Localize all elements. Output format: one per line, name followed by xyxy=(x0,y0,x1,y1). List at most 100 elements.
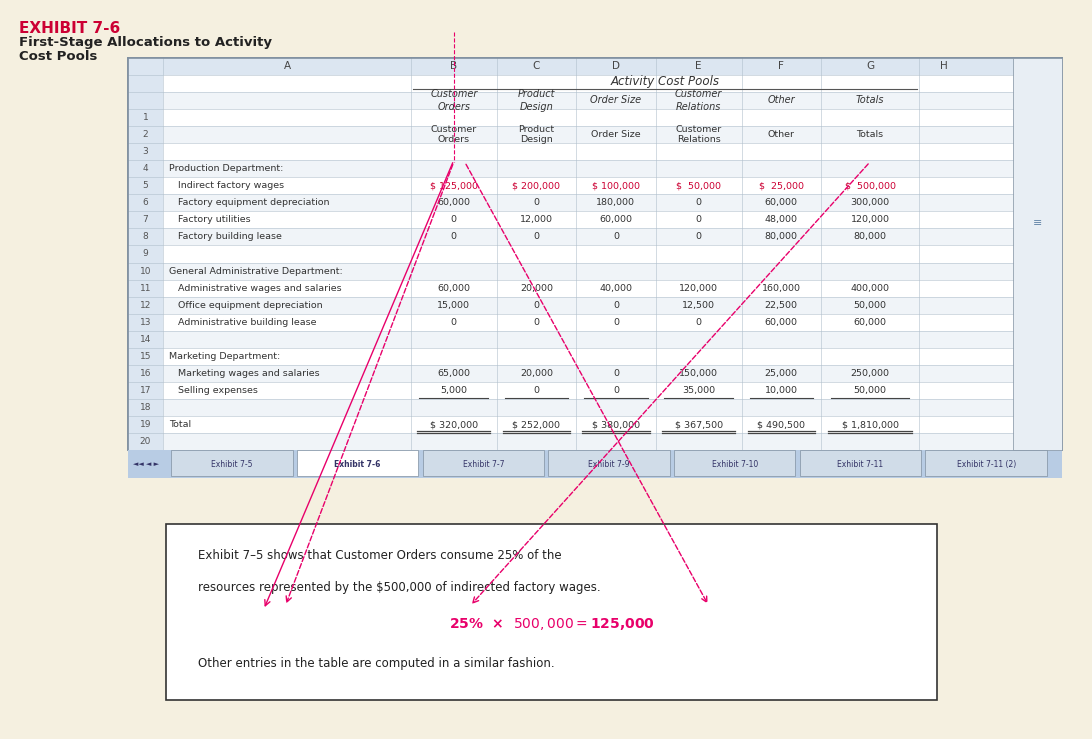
Bar xyxy=(128,450,1063,478)
Text: 2: 2 xyxy=(143,130,149,139)
Text: Customer
Orders: Customer Orders xyxy=(430,89,477,112)
Text: 80,000: 80,000 xyxy=(764,233,798,242)
Text: 120,000: 120,000 xyxy=(679,284,719,293)
FancyBboxPatch shape xyxy=(166,523,937,700)
Text: resources represented by the $500,000 of indirected factory wages.: resources represented by the $500,000 of… xyxy=(199,581,601,593)
Bar xyxy=(128,433,1063,450)
Text: Product
Design: Product Design xyxy=(519,125,555,144)
Bar xyxy=(128,348,1063,365)
Text: 0: 0 xyxy=(613,369,619,378)
Text: Factory equipment depreciation: Factory equipment depreciation xyxy=(168,198,329,208)
Text: 25%  ×  $500,000  =  $125,000: 25% × $500,000 = $125,000 xyxy=(449,616,654,633)
Bar xyxy=(128,194,1063,211)
Text: Customer
Relations: Customer Relations xyxy=(676,125,722,144)
Text: 14: 14 xyxy=(140,335,151,344)
Text: Totals: Totals xyxy=(856,130,883,139)
Text: 10: 10 xyxy=(140,267,151,276)
FancyBboxPatch shape xyxy=(799,450,922,476)
Text: Administrative wages and salaries: Administrative wages and salaries xyxy=(168,284,342,293)
Text: 60,000: 60,000 xyxy=(854,318,887,327)
Text: 7: 7 xyxy=(143,215,149,225)
Bar xyxy=(128,296,1063,313)
Bar xyxy=(128,365,1063,382)
FancyBboxPatch shape xyxy=(423,450,544,476)
Text: General Administrative Department:: General Administrative Department: xyxy=(168,267,343,276)
Text: 0: 0 xyxy=(696,215,701,225)
Text: 11: 11 xyxy=(140,284,151,293)
Bar xyxy=(128,143,1063,160)
Text: 22,500: 22,500 xyxy=(764,301,798,310)
Text: 3: 3 xyxy=(143,147,149,156)
Text: 0: 0 xyxy=(696,233,701,242)
Text: D: D xyxy=(612,61,620,72)
Text: 20,000: 20,000 xyxy=(520,369,553,378)
Text: 0: 0 xyxy=(613,233,619,242)
Text: 13: 13 xyxy=(140,318,151,327)
Text: First-Stage Allocations to Activity: First-Stage Allocations to Activity xyxy=(19,35,272,49)
Text: 0: 0 xyxy=(451,215,456,225)
Text: 6: 6 xyxy=(143,198,149,208)
Text: Exhibit 7-10: Exhibit 7-10 xyxy=(712,460,758,469)
Text: 0: 0 xyxy=(534,386,539,395)
Bar xyxy=(128,228,1063,245)
Text: 25,000: 25,000 xyxy=(764,369,798,378)
Text: Factory utilities: Factory utilities xyxy=(168,215,250,225)
Text: 0: 0 xyxy=(613,386,619,395)
Bar xyxy=(128,245,1063,262)
Text: 0: 0 xyxy=(451,318,456,327)
Bar xyxy=(128,331,1063,348)
Text: Other: Other xyxy=(768,130,795,139)
Text: G: G xyxy=(866,61,874,72)
Bar xyxy=(128,279,1063,296)
Text: 60,000: 60,000 xyxy=(764,318,798,327)
Text: 5,000: 5,000 xyxy=(440,386,467,395)
Text: 300,000: 300,000 xyxy=(851,198,890,208)
Text: Product
Design: Product Design xyxy=(518,89,555,112)
Text: 0: 0 xyxy=(613,301,619,310)
Text: Exhibit 7–5 shows that Customer Orders consume 25% of the: Exhibit 7–5 shows that Customer Orders c… xyxy=(199,549,562,562)
Text: 0: 0 xyxy=(534,301,539,310)
Bar xyxy=(128,313,1063,331)
Text: Other: Other xyxy=(768,95,795,106)
Text: Customer
Orders: Customer Orders xyxy=(430,125,477,144)
Text: Customer
Relations: Customer Relations xyxy=(675,89,722,112)
Text: 250,000: 250,000 xyxy=(851,369,890,378)
Text: 60,000: 60,000 xyxy=(764,198,798,208)
Text: 0: 0 xyxy=(696,198,701,208)
Text: 8: 8 xyxy=(143,233,149,242)
Bar xyxy=(128,58,163,450)
FancyBboxPatch shape xyxy=(297,450,418,476)
Bar xyxy=(128,211,1063,228)
Text: 0: 0 xyxy=(613,318,619,327)
Text: 18: 18 xyxy=(140,403,151,412)
Text: $ 367,500: $ 367,500 xyxy=(675,420,723,429)
Text: 60,000: 60,000 xyxy=(437,284,471,293)
FancyBboxPatch shape xyxy=(171,450,293,476)
Text: EXHIBIT 7-6: EXHIBIT 7-6 xyxy=(19,21,120,36)
Text: 120,000: 120,000 xyxy=(851,215,890,225)
Text: ◄◄ ◄ ►: ◄◄ ◄ ► xyxy=(133,461,159,467)
Text: 50,000: 50,000 xyxy=(854,386,887,395)
Text: B: B xyxy=(450,61,458,72)
Text: $ 1,810,000: $ 1,810,000 xyxy=(842,420,899,429)
Text: $  25,000: $ 25,000 xyxy=(759,181,804,190)
Bar xyxy=(128,382,1063,399)
FancyBboxPatch shape xyxy=(128,58,1063,450)
Text: 400,000: 400,000 xyxy=(851,284,890,293)
Text: Totals: Totals xyxy=(856,95,885,106)
Text: Office equipment depreciation: Office equipment depreciation xyxy=(168,301,322,310)
FancyBboxPatch shape xyxy=(926,450,1047,476)
Text: 160,000: 160,000 xyxy=(762,284,800,293)
Text: Production Department:: Production Department: xyxy=(168,164,283,173)
Text: 0: 0 xyxy=(534,318,539,327)
Bar xyxy=(128,160,1063,177)
Bar xyxy=(128,109,1063,126)
Text: $  500,000: $ 500,000 xyxy=(844,181,895,190)
Text: 4: 4 xyxy=(143,164,149,173)
Text: 0: 0 xyxy=(534,198,539,208)
FancyBboxPatch shape xyxy=(548,450,669,476)
Text: $ 380,000: $ 380,000 xyxy=(592,420,640,429)
Text: $  50,000: $ 50,000 xyxy=(676,181,721,190)
FancyBboxPatch shape xyxy=(128,58,1063,75)
Text: F: F xyxy=(779,61,784,72)
